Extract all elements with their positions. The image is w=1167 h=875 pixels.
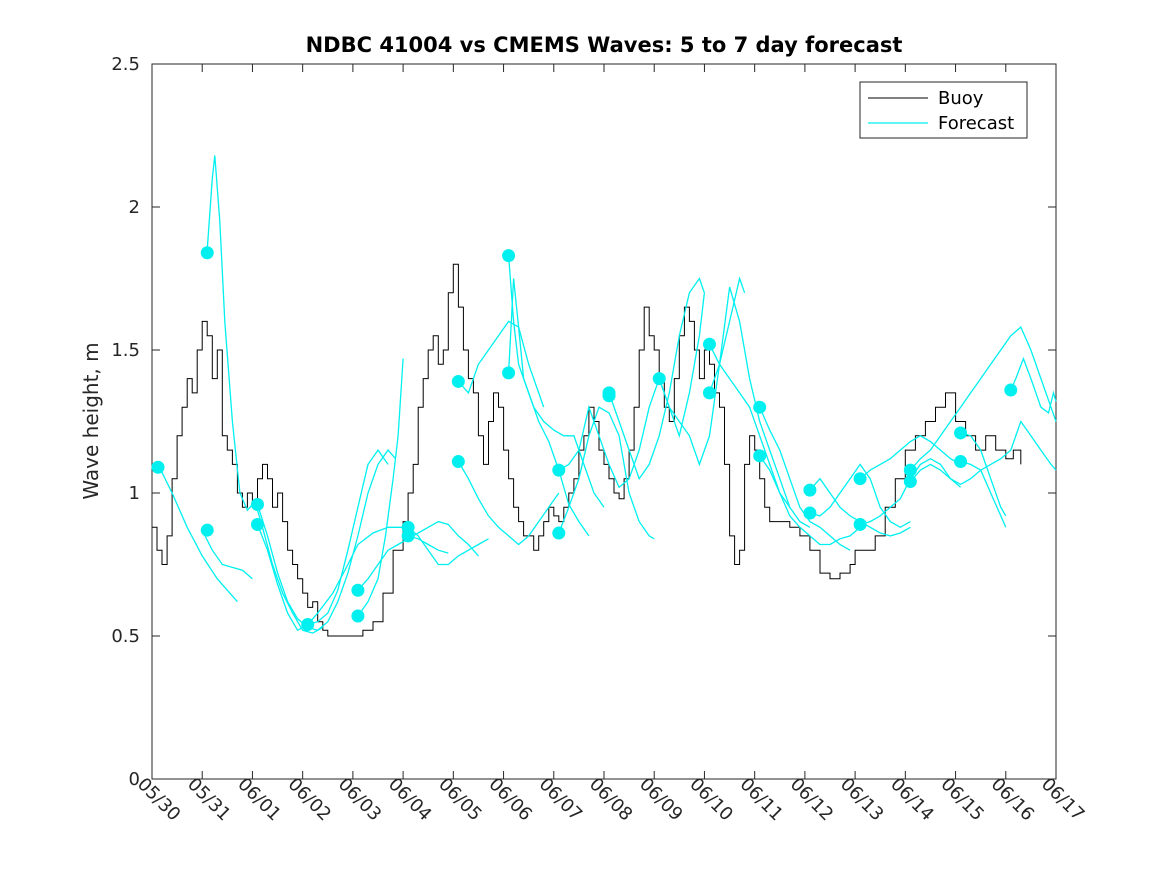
forecast-line [909, 420, 1057, 486]
forecast-marker [451, 374, 465, 388]
forecast-line [507, 278, 605, 508]
forecast-line [608, 277, 706, 481]
forecast-line [256, 449, 397, 632]
forecast-marker [954, 455, 968, 469]
y-tick-label: 0 [129, 769, 140, 790]
forecast-line [960, 432, 1007, 517]
forecast-marker [552, 463, 566, 477]
forecast-line [201, 529, 253, 580]
forecast-marker [351, 609, 365, 623]
y-tick-label: 2.5 [111, 54, 140, 75]
forecast-line [859, 435, 961, 480]
x-tick-label: 06/06 [484, 774, 536, 826]
forecast-marker [702, 337, 716, 351]
forecast-line [759, 455, 861, 546]
legend-box [859, 81, 1028, 139]
forecast-line [457, 320, 545, 408]
forecast-marker [250, 517, 264, 531]
x-tick-label: 06/17 [1037, 774, 1089, 826]
y-tick-label: 1 [129, 483, 140, 504]
x-tick-label: 06/07 [535, 774, 587, 826]
x-tick-label: 06/02 [284, 774, 336, 826]
forecast-marker [451, 455, 465, 469]
x-tick-label: 06/04 [384, 774, 436, 826]
legend-buoy-label: Buoy [938, 88, 984, 109]
forecast-line [809, 463, 911, 529]
forecast-marker [652, 372, 666, 386]
x-tick-label: 06/08 [585, 774, 637, 826]
forecast-marker [853, 517, 867, 531]
forecast-marker [502, 249, 516, 263]
x-tick-label: 05/30 [133, 774, 185, 826]
forecast-line [1010, 356, 1057, 415]
forecast-marker [903, 475, 917, 489]
forecast-marker [401, 529, 415, 543]
x-tick-label: 06/11 [736, 774, 788, 826]
forecast-marker [552, 526, 566, 540]
plot-frame [151, 63, 1057, 780]
forecast-marker [753, 400, 767, 414]
legend: Buoy Forecast [859, 81, 1028, 139]
forecast-series [151, 155, 1057, 634]
forecast-line [708, 286, 811, 528]
x-tick-label: 06/15 [936, 774, 988, 826]
legend-forecast-label: Forecast [938, 113, 1014, 134]
forecast-marker [1004, 383, 1018, 397]
forecast-marker [753, 449, 767, 463]
forecast-marker [200, 523, 214, 537]
forecast-line [507, 255, 590, 537]
forecast-line [960, 460, 1007, 528]
y-tick-label: 1.5 [111, 340, 140, 361]
forecast-marker [702, 386, 716, 400]
forecast-marker [502, 366, 516, 380]
forecast-marker [903, 463, 917, 477]
forecast-line [256, 524, 404, 632]
forecast-line [307, 448, 389, 626]
x-tick-label: 06/10 [685, 774, 737, 826]
forecast-line [407, 535, 449, 554]
forecast-marker [151, 460, 165, 474]
y-tick-label: 0.5 [111, 626, 140, 647]
plot-area: 00.511.522.505/3005/3106/0106/0206/0306/… [111, 54, 1088, 825]
forecast-line [658, 276, 746, 467]
x-tick-label: 06/14 [886, 774, 938, 826]
forecast-line [457, 461, 560, 546]
x-tick-label: 05/31 [183, 774, 235, 826]
x-tick-label: 06/01 [233, 774, 285, 826]
forecast-marker [954, 426, 968, 440]
forecast-line [357, 358, 404, 617]
forecast-marker [200, 246, 214, 260]
forecast-marker [250, 497, 264, 511]
forecast-marker [853, 472, 867, 486]
forecast-marker [803, 506, 817, 520]
x-tick-label: 06/03 [334, 774, 386, 826]
forecast-line [909, 326, 1057, 471]
x-tick-label: 06/16 [987, 774, 1039, 826]
forecast-markers [151, 246, 1018, 632]
x-tick-label: 06/12 [786, 774, 838, 826]
forecast-marker [803, 483, 817, 497]
chart-title: NDBC 41004 vs CMEMS Waves: 5 to 7 day fo… [306, 33, 903, 57]
forecast-marker [301, 618, 315, 632]
x-tick-label: 06/05 [434, 774, 486, 826]
buoy-series [152, 263, 1022, 637]
forecast-marker [351, 583, 365, 597]
forecast-marker [602, 389, 616, 403]
buoy-line [152, 263, 1022, 637]
forecast-line [357, 520, 479, 591]
forecast-line [558, 406, 655, 540]
y-axis-label: Wave height, m [79, 342, 103, 499]
forecast-line [708, 344, 791, 508]
x-tick-label: 06/13 [836, 774, 888, 826]
y-tick-label: 2 [129, 197, 140, 218]
x-tick-label: 06/09 [635, 774, 687, 826]
